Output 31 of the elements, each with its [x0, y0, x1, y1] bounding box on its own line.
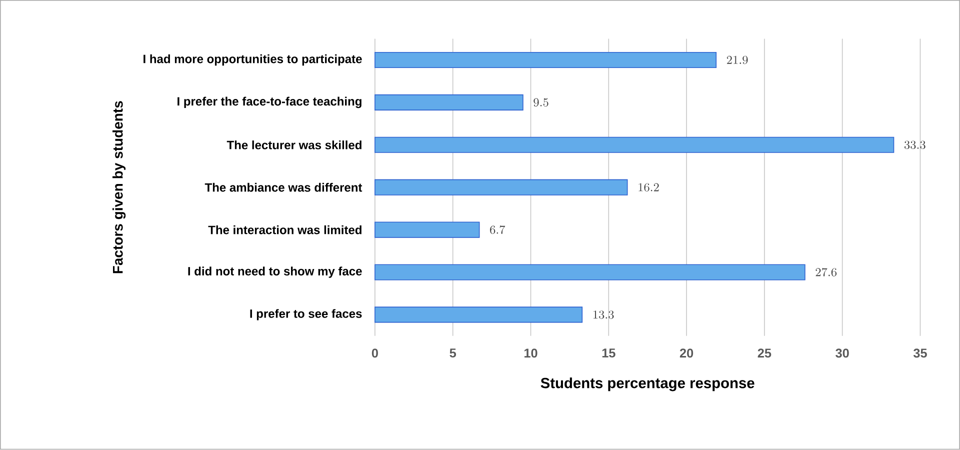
x-tick-label: 25: [758, 348, 772, 358]
x-tick-label: 30: [836, 348, 849, 358]
data-label: 9.5: [534, 98, 548, 107]
data-label: 13.3: [593, 310, 614, 319]
data-label: 16.2: [638, 183, 659, 192]
y-tick-label: I prefer the face-to-face teaching: [178, 96, 362, 108]
bar: [374, 136, 894, 154]
data-label: 33.3: [904, 140, 926, 150]
x-tick-label: 20: [680, 348, 694, 358]
bar: [374, 306, 583, 323]
x-tick-label: 5: [450, 348, 456, 358]
x-tick-label: 35: [913, 348, 927, 358]
y-tick-label: The lecturer was skilled: [226, 140, 362, 150]
bar: [374, 264, 806, 280]
x-tick-label: 15: [602, 348, 616, 358]
x-tick-label: 0: [372, 348, 378, 358]
data-label: 27.6: [816, 268, 837, 277]
bar: [374, 179, 628, 196]
x-tick-label: 10: [524, 348, 538, 358]
y-tick-label: The interaction was limited: [208, 226, 362, 234]
data-label: 6.7: [490, 226, 506, 234]
bar: [374, 94, 524, 111]
y-tick-label: I did not need to show my face: [188, 266, 362, 278]
bar: [374, 222, 480, 238]
data-label: 21 .9: [726, 56, 748, 64]
y-axis-title: Factors given by students: [112, 101, 126, 274]
x-axis-title: Students percentage response: [540, 378, 754, 392]
y-tick-label: I had more opportunities to participate: [144, 54, 362, 66]
y-tick-label: I prefer to see faces: [250, 309, 362, 320]
y-tick-label: The ambiance was different: [204, 183, 362, 192]
bar: [374, 52, 717, 68]
